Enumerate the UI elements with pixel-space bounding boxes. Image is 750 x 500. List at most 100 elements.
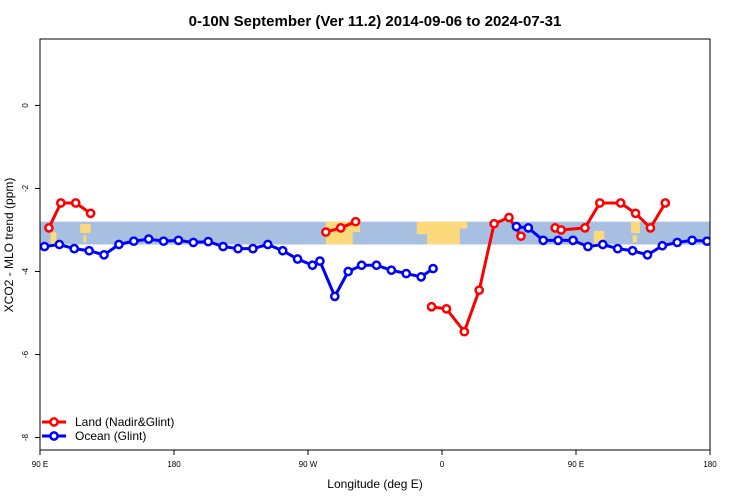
legend-label: Land (Nadir&Glint)	[75, 415, 174, 429]
data-point	[40, 241, 50, 252]
series-line	[47, 201, 92, 229]
data-point	[672, 237, 683, 248]
data-point	[350, 216, 361, 227]
data-point	[307, 260, 318, 271]
data-point	[523, 223, 534, 233]
data-point	[343, 266, 354, 277]
y-axis-label: XCO2 - MLO trend (ppm)	[2, 178, 16, 313]
land-patch	[593, 230, 605, 245]
data-point	[459, 326, 470, 337]
land-patch	[427, 234, 460, 245]
y-tick-label: -6	[21, 350, 30, 358]
data-point	[335, 223, 346, 233]
land-patch	[80, 223, 91, 234]
land-patch	[459, 221, 468, 229]
land-patch	[50, 231, 57, 245]
data-point	[173, 235, 184, 246]
legend: Land (Nadir&Glint)Ocean (Glint)	[42, 415, 174, 443]
data-point	[386, 265, 397, 276]
land-patch	[325, 221, 353, 245]
data-point	[248, 243, 258, 254]
data-point	[504, 212, 514, 223]
series-1	[40, 221, 725, 302]
data-point	[54, 239, 65, 250]
data-point	[583, 241, 593, 252]
legend-item: Land (Nadir&Glint)	[42, 415, 174, 429]
data-point	[70, 198, 81, 208]
land-patch	[352, 221, 361, 232]
data-point	[233, 243, 243, 254]
data-point	[143, 234, 154, 244]
land-patch	[632, 235, 638, 243]
data-point	[69, 243, 80, 254]
data-point	[203, 236, 214, 247]
data-point	[553, 235, 563, 246]
y-tick-label: -8	[21, 433, 30, 441]
data-point	[84, 245, 94, 256]
data-point	[292, 254, 303, 264]
series-0	[44, 198, 671, 337]
chart-title: 0-10N September (Ver 11.2) 2014-09-06 to…	[189, 13, 562, 30]
data-point	[114, 239, 124, 250]
legend-item: Ocean (Glint)	[42, 429, 146, 443]
legend-marker	[49, 417, 59, 427]
data-point	[371, 260, 382, 271]
data-point	[329, 291, 340, 302]
data-point	[416, 272, 427, 282]
data-point	[687, 235, 697, 246]
data-point	[55, 198, 66, 208]
legend-marker	[49, 431, 59, 441]
y-tick-label: -2	[21, 184, 30, 192]
x-axis: 90 E 180 90 W 0 90 E 180	[32, 450, 717, 469]
data-point	[627, 245, 638, 256]
data-point	[660, 198, 671, 208]
land-patch	[83, 235, 87, 243]
y-tick-label: -4	[21, 267, 30, 275]
data-point	[630, 208, 641, 219]
data-point	[580, 223, 590, 233]
plot-frame	[39, 38, 711, 451]
x-tick-label: 180	[167, 460, 181, 469]
data-point	[568, 235, 578, 246]
data-point	[657, 240, 668, 251]
data-point	[615, 198, 626, 208]
data-point	[99, 250, 109, 260]
x-tick-label: 90 E	[568, 460, 584, 469]
data-point	[597, 239, 608, 250]
data-point	[44, 223, 54, 233]
data-point	[556, 225, 566, 235]
series-line	[44, 237, 434, 300]
data-point	[489, 218, 499, 229]
data-point	[428, 263, 438, 274]
x-tick-label: 90 W	[299, 460, 318, 469]
data-point	[612, 243, 623, 254]
data-point	[218, 241, 228, 252]
data-point	[401, 268, 412, 279]
x-axis-label: Longitude (deg E)	[327, 477, 422, 491]
data-point	[642, 250, 653, 260]
data-point	[356, 260, 367, 271]
data-point	[262, 239, 273, 250]
x-tick-label: 180	[703, 460, 717, 469]
data-point	[128, 236, 139, 247]
x-tick-label: 90 E	[32, 460, 48, 469]
data-point	[315, 256, 325, 266]
data-point	[538, 235, 549, 246]
y-tick-label: 0	[21, 103, 30, 108]
data-point	[511, 221, 522, 232]
data-point	[441, 303, 452, 314]
data-point	[188, 237, 199, 248]
land-patch	[631, 221, 641, 234]
data-point	[516, 231, 526, 242]
x-tick-label: 0	[440, 460, 445, 469]
data-point	[594, 198, 605, 208]
data-point	[426, 301, 437, 312]
data-point	[702, 236, 710, 247]
data-point	[645, 223, 656, 233]
data-point	[718, 239, 725, 246]
data-point	[474, 285, 485, 296]
data-point	[277, 245, 288, 256]
series-layer	[40, 198, 725, 337]
land-patch	[416, 221, 460, 235]
